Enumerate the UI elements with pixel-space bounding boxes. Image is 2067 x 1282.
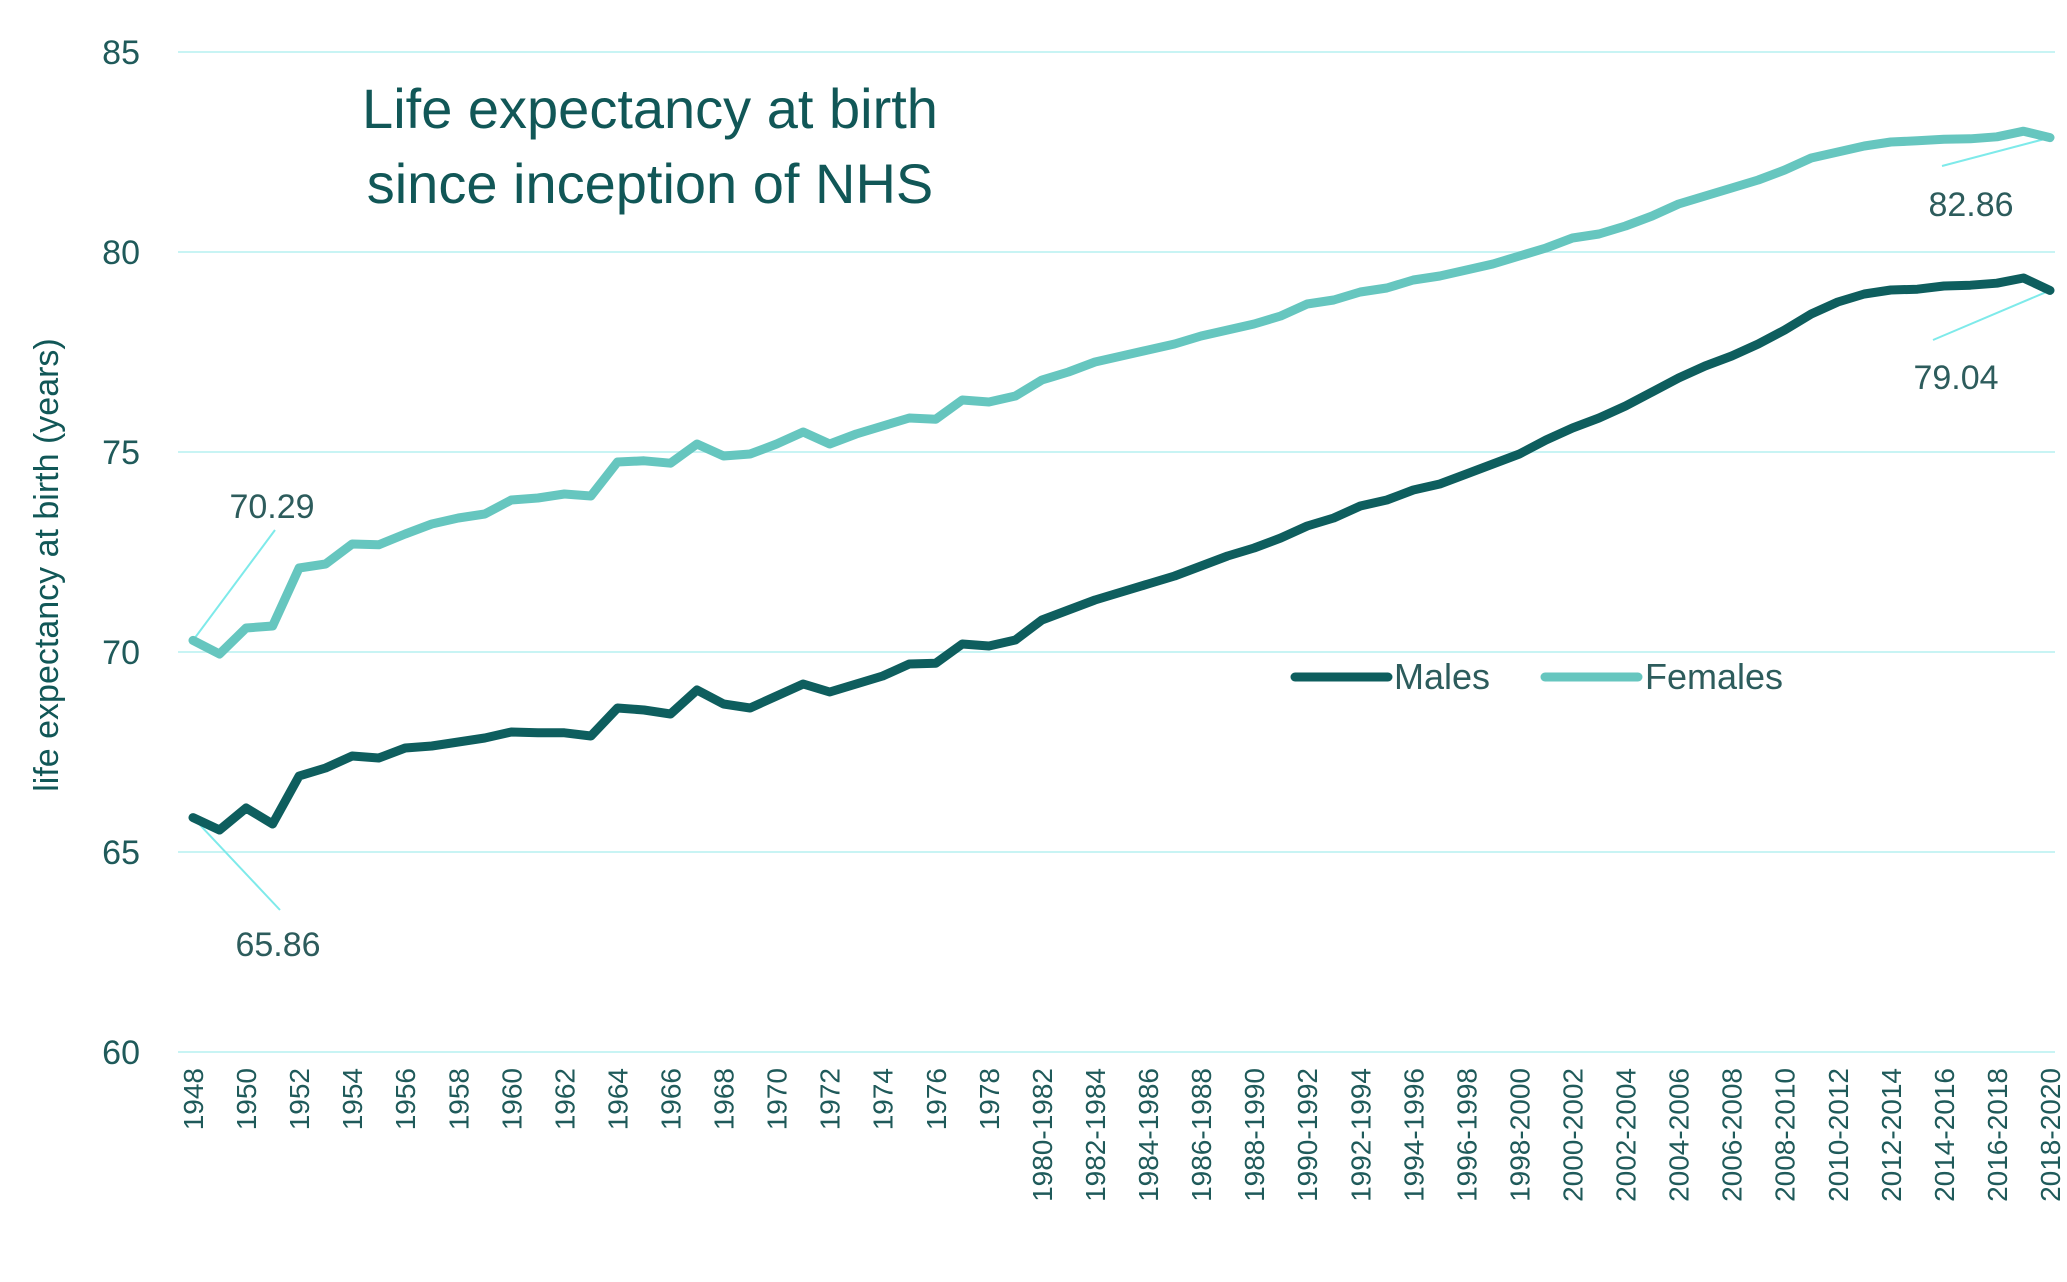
x-tick-1948: 1948: [178, 1068, 209, 1130]
x-tick-1982-1984: 1982-1984: [1080, 1068, 1111, 1202]
chart-title-line-2: since inception of NHS: [367, 152, 934, 215]
y-tick-65: 65: [102, 834, 140, 872]
series-line-males: [188, 273, 2055, 835]
x-tick-1992-1994: 1992-1994: [1345, 1068, 1376, 1202]
x-tick-1996-1998: 1996-1998: [1451, 1068, 1482, 1202]
x-tick-1950: 1950: [231, 1068, 262, 1130]
annotation-leaders: [192, 136, 2051, 911]
x-tick-1970: 1970: [762, 1068, 793, 1130]
chart-title-line-1: Life expectancy at birth: [362, 77, 938, 140]
x-tick-2006-2008: 2006-2008: [1717, 1068, 1748, 1202]
y-tick-80: 80: [102, 234, 140, 272]
leader-males-2018-2020: [1932, 289, 2051, 341]
x-tick-1994-1996: 1994-1996: [1398, 1068, 1429, 1202]
x-tick-1978: 1978: [974, 1068, 1005, 1130]
x-tick-1974: 1974: [868, 1068, 899, 1130]
x-tick-1984-1986: 1984-1986: [1133, 1068, 1164, 1202]
x-tick-1980-1982: 1980-1982: [1027, 1068, 1058, 1202]
x-tick-1988-1990: 1988-1990: [1239, 1068, 1270, 1202]
data-label-females-1948: 70.29: [229, 488, 314, 526]
x-tick-1968: 1968: [709, 1068, 740, 1130]
x-tick-2004-2006: 2004-2006: [1664, 1068, 1695, 1202]
x-tick-1952: 1952: [284, 1068, 315, 1130]
y-axis-ticks: 60 65 70 75 80 85: [102, 34, 140, 1072]
x-tick-2018-2020: 2018-2020: [2035, 1068, 2066, 1202]
x-tick-1954: 1954: [337, 1068, 368, 1130]
data-label-females-2018-2020: 82.86: [1928, 186, 2013, 224]
x-tick-1998-2000: 1998-2000: [1504, 1068, 1535, 1202]
leader-females-2018-2020: [1941, 136, 2051, 167]
legend-label-males: Males: [1394, 656, 1490, 697]
leader-females-1948: [192, 529, 276, 641]
annotations: 70.29 65.86 82.86 79.04: [229, 186, 2013, 964]
y-tick-60: 60: [102, 1034, 140, 1072]
x-tick-2002-2004: 2002-2004: [1611, 1068, 1642, 1202]
data-label-males-1948: 65.86: [235, 926, 320, 964]
legend: Males Females: [1290, 656, 1783, 697]
x-tick-1956: 1956: [390, 1068, 421, 1130]
x-tick-1976: 1976: [921, 1068, 952, 1130]
leader-males-1948: [192, 816, 281, 911]
x-tick-1958: 1958: [443, 1068, 474, 1130]
x-tick-1964: 1964: [602, 1068, 633, 1130]
y-tick-85: 85: [102, 34, 140, 72]
x-tick-2012-2014: 2012-2014: [1876, 1068, 1907, 1202]
x-tick-2016-2018: 2016-2018: [1982, 1068, 2013, 1202]
x-tick-2014-2016: 2014-2016: [1929, 1068, 1960, 1202]
x-tick-2010-2012: 2010-2012: [1823, 1068, 1854, 1202]
x-tick-1960: 1960: [496, 1068, 527, 1130]
x-tick-2000-2002: 2000-2002: [1557, 1068, 1588, 1202]
legend-label-females: Females: [1645, 656, 1783, 697]
y-tick-75: 75: [102, 434, 140, 472]
x-tick-1986-1988: 1986-1988: [1186, 1068, 1217, 1202]
series-line-females: [188, 126, 2055, 659]
x-axis-ticks: 1948 1950 1952 1954 1956 1958 1960 1962 1964 1966…: [178, 1068, 2066, 1202]
x-tick-1962: 1962: [549, 1068, 580, 1130]
x-tick-1990-1992: 1990-1992: [1292, 1068, 1323, 1202]
y-tick-70: 70: [102, 634, 140, 672]
x-tick-2008-2010: 2008-2010: [1770, 1068, 1801, 1202]
x-tick-1972: 1972: [815, 1068, 846, 1130]
data-label-males-2018-2020: 79.04: [1913, 359, 1998, 397]
series-lines: [188, 126, 2055, 835]
gridlines: [178, 51, 2055, 1053]
y-axis-label: life expectancy at birth (years): [28, 338, 66, 792]
x-tick-1966: 1966: [656, 1068, 687, 1130]
